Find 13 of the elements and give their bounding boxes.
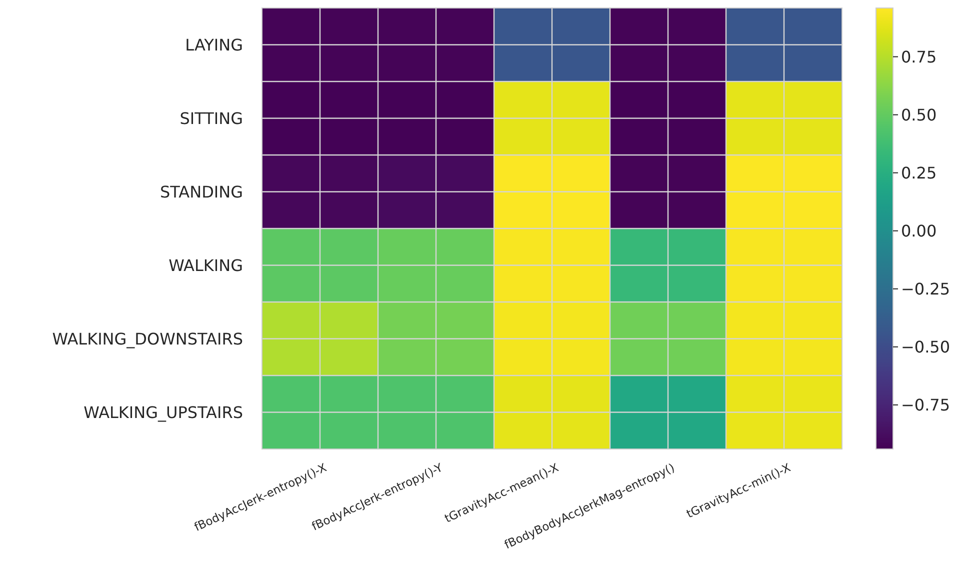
y-tick-label: WALKING_DOWNSTAIRS	[52, 329, 243, 348]
y-tick-label: WALKING_UPSTAIRS	[84, 402, 243, 422]
color-bar-label: 0.75	[901, 47, 937, 66]
color-bar-label: −0.50	[901, 337, 950, 356]
color-bar-label: 0.25	[901, 163, 937, 182]
color-bar-label: −0.25	[901, 279, 950, 298]
y-tick-label: WALKING	[168, 256, 243, 275]
y-tick-label: LAYING	[185, 35, 243, 54]
color-bar-label: 0.50	[901, 105, 937, 124]
y-tick-label: STANDING	[160, 182, 243, 202]
y-tick-label: SITTING	[180, 108, 243, 128]
color-bar-label: −0.75	[901, 396, 950, 414]
color-bar-label: 0.00	[901, 221, 937, 240]
